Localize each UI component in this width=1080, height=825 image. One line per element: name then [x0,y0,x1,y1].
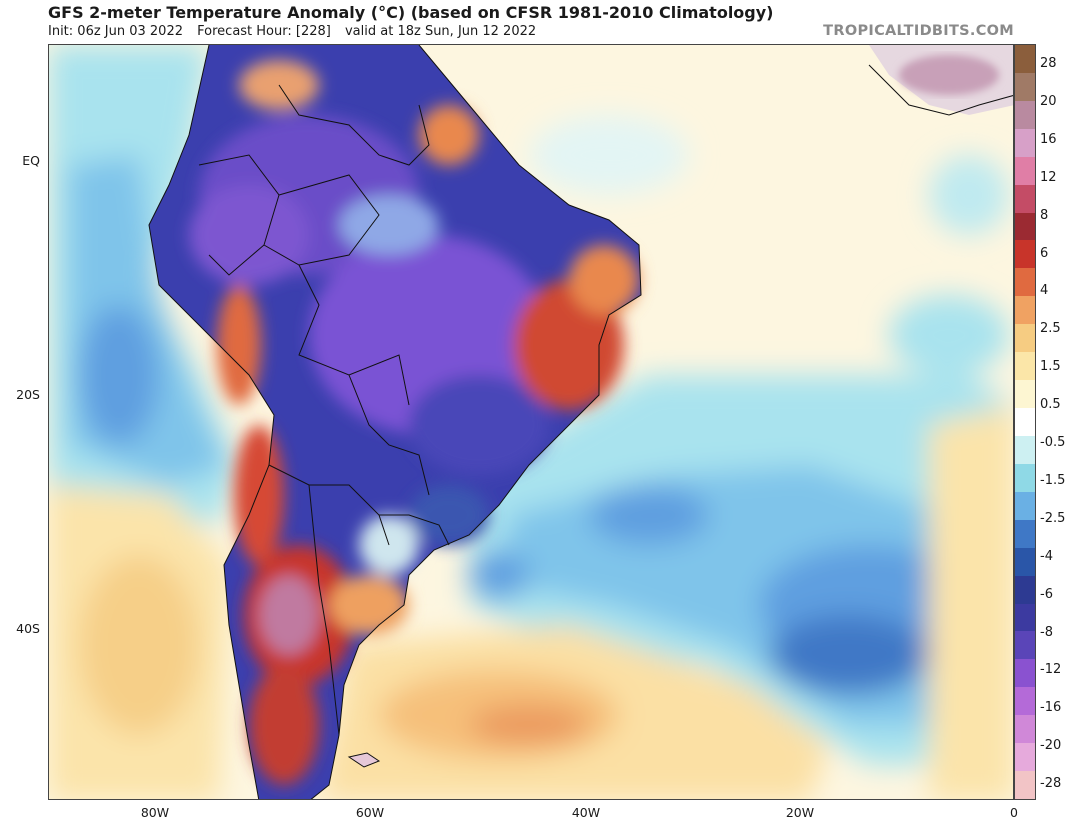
falkland-islands [347,752,381,768]
colorbar-segment [1015,408,1035,437]
colorbar-segment [1015,715,1035,744]
colorbar-segment [1015,296,1035,325]
colorbar-tick-label: 12 [1040,169,1057,185]
lat-label-eq: EQ [22,153,40,168]
colorbar-segment [1015,324,1035,353]
colorbar-tick-label: -12 [1040,662,1062,678]
colorbar-segment [1015,687,1035,716]
colorbar-segment [1015,463,1035,493]
colorbar-tick-label: -2.5 [1040,510,1066,526]
colorbar-segment [1015,380,1035,409]
colorbar-segment [1015,603,1035,632]
colorbar-segment [1015,156,1035,186]
colorbar-tick-label: 20 [1040,93,1057,109]
colorbar-segment [1015,72,1035,102]
colorbar-tick-label: 6 [1040,245,1049,261]
colorbar-tick-label: -0.5 [1040,435,1066,450]
africa-land [869,45,1013,115]
colorbar-segment [1015,659,1035,688]
colorbar-segment [1015,212,1035,241]
lat-label-40s: 40S [16,621,40,636]
colorbar-segment [1015,240,1035,269]
lon-label-80w: 80W [140,805,170,820]
colorbar-tick-label: -16 [1040,700,1062,716]
lon-label-20w: 20W [785,805,815,820]
south-america-land [149,45,641,799]
lon-label-0: 0 [1010,805,1018,820]
lon-label-60w: 60W [355,805,385,820]
colorbar-tick-label: 16 [1040,131,1057,147]
colorbar-segment [1015,435,1035,465]
colorbar-tick-label: -28 [1040,776,1062,792]
colorbar-tick-label: -1.5 [1040,472,1066,488]
political-boundaries [148,45,1013,799]
colorbar-segment [1015,547,1035,577]
colorbar-segment [1015,631,1035,660]
colorbar-segment [1015,100,1035,130]
colorbar-tick-label: -20 [1040,738,1062,754]
map-canvas [49,45,1013,799]
colorbar-segment [1015,45,1035,74]
init-time: Init: 06z Jun 03 2022 [48,24,183,39]
map-subtitle: Init: 06z Jun 03 2022 Forecast Hour: [22… [48,24,546,39]
colorbar-segment [1015,491,1035,521]
brand-watermark: TROPICALTIDBITS.COM [823,23,1014,39]
colorbar-segment [1015,771,1035,800]
colorbar-segment [1015,128,1035,158]
colorbar-tick-label: 2.5 [1040,321,1061,337]
colorbar-segment [1015,575,1035,604]
colorbar-tick-label: -4 [1040,548,1053,564]
map-title: GFS 2-meter Temperature Anomaly (°C) (ba… [48,3,774,22]
colorbar [1014,44,1036,800]
colorbar-segment [1015,352,1035,381]
colorbar-tick-label: -6 [1040,586,1053,602]
valid-time: valid at 18z Sun, Jun 12 2022 [344,24,537,39]
colorbar-segment [1015,268,1035,297]
colorbar-segment [1015,184,1035,214]
ocean-anomaly-field [49,45,1013,799]
forecast-hour: Forecast Hour: [228] [197,24,331,39]
lon-label-40w: 40W [571,805,601,820]
colorbar-tick-label: 28 [1040,56,1057,71]
anomaly-map [48,44,1014,800]
colorbar-tick-label: -8 [1040,624,1053,640]
lat-label-20s: 20S [16,387,40,402]
colorbar-tick-label: 8 [1040,207,1049,223]
colorbar-tick-label: 0.5 [1040,397,1061,413]
chart-header: GFS 2-meter Temperature Anomaly (°C) (ba… [0,0,1080,44]
colorbar-segment [1015,743,1035,772]
colorbar-tick-label: 4 [1040,283,1049,299]
colorbar-segment [1015,519,1035,549]
colorbar-tick-label: 1.5 [1040,359,1061,375]
